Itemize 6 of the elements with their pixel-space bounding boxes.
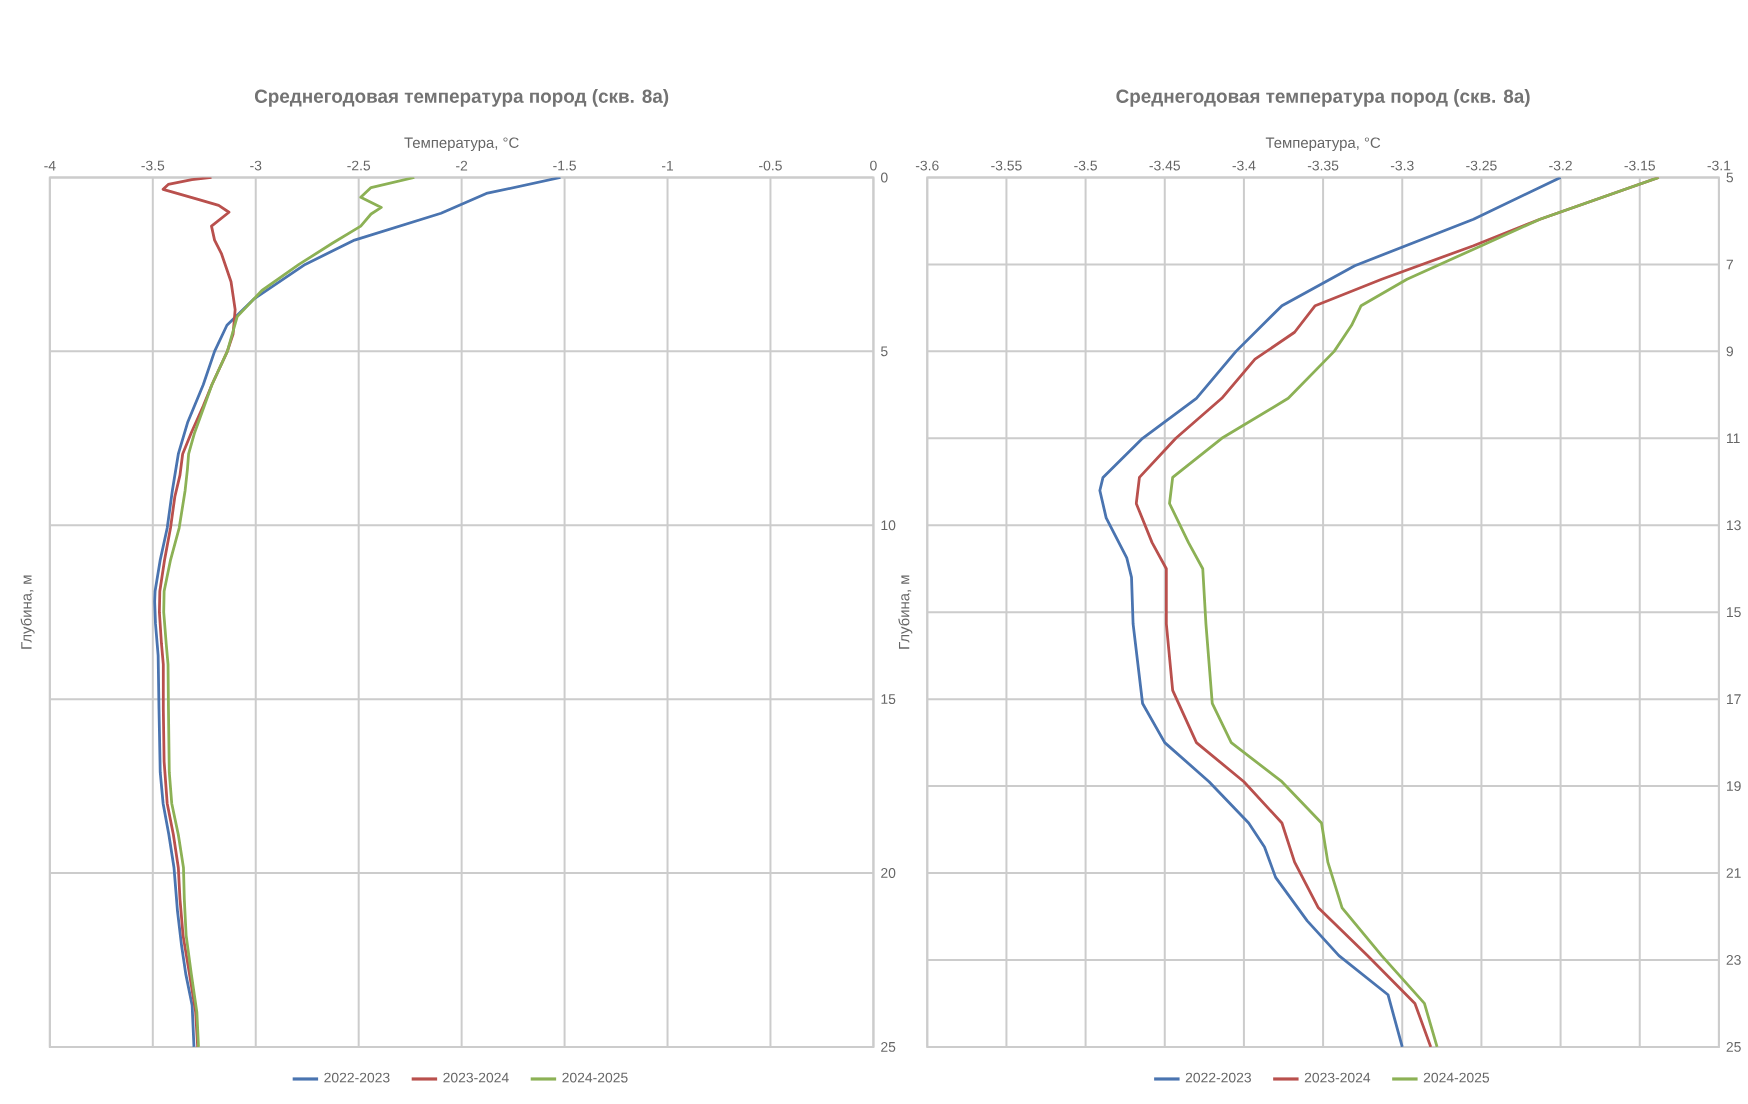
line-series <box>162 177 416 1047</box>
line-series <box>153 177 562 1047</box>
line-series <box>1098 177 1562 1047</box>
line-series <box>158 177 237 1047</box>
chart-title: Среднегодовая температура пород (скв. 8а) <box>254 88 669 107</box>
chart-title: Среднегодовая температура пород (скв. 8а) <box>1116 88 1530 107</box>
